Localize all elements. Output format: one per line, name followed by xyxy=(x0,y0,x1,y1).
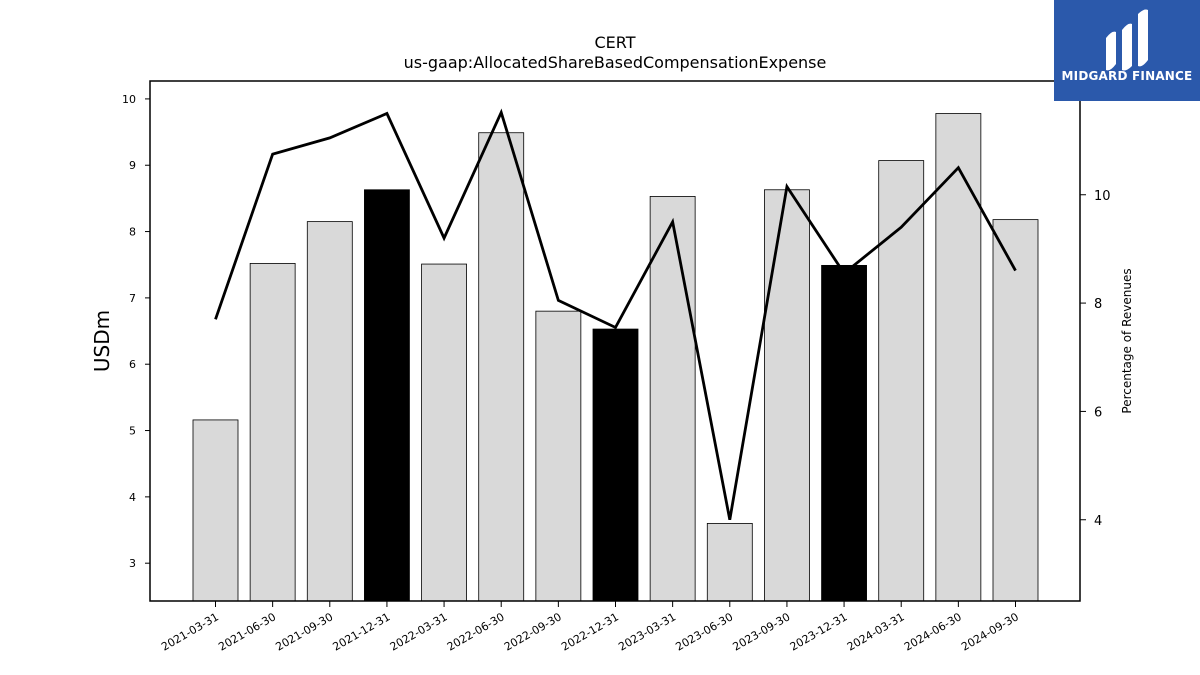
y-tick-label: 3 xyxy=(129,557,136,570)
bar-2024-06-30 xyxy=(935,113,982,602)
y2-tick-label: 6 xyxy=(1094,405,1102,420)
x-tick-label: 2022-03-31 xyxy=(388,610,450,653)
bar-2024-09-30 xyxy=(992,219,1039,602)
y-tick-label: 7 xyxy=(129,292,136,305)
x-tick-label: 2022-12-31 xyxy=(559,610,621,653)
bar-2022-06-30 xyxy=(478,132,525,602)
line-group xyxy=(214,108,1017,521)
logo-text: MIDGARD FINANCE xyxy=(1061,69,1193,83)
y2-tick-label: 4 xyxy=(1094,514,1102,529)
x-axis: 2021-03-312021-06-302021-09-302021-12-31… xyxy=(159,601,1021,654)
y2-axis-label: Percentage of Revenues xyxy=(1120,268,1134,413)
x-tick-label: 2024-09-30 xyxy=(959,610,1021,653)
percentage-line xyxy=(214,108,1017,521)
bar-2021-09-30 xyxy=(306,221,353,602)
x-tick-label: 2023-12-31 xyxy=(788,610,850,653)
x-tick-label: 2021-03-31 xyxy=(159,610,221,653)
x-tick-label: 2023-06-30 xyxy=(673,610,735,653)
x-tick-label: 2024-06-30 xyxy=(902,610,964,653)
bar-2023-03-31 xyxy=(649,196,696,602)
y-axis: 3 4 5 6 7 8 9 10 xyxy=(122,93,150,570)
bar-2022-12-31 xyxy=(592,328,639,602)
y-tick-label: 6 xyxy=(129,358,136,371)
x-tick-label: 2022-09-30 xyxy=(502,610,564,653)
x-tick-label: 2021-12-31 xyxy=(331,610,393,653)
y2-axis: 4 6 8 10 xyxy=(1080,189,1111,529)
logo-mark-icon xyxy=(1106,9,1148,71)
bar-2022-03-31 xyxy=(421,263,467,602)
bar-2023-12-31 xyxy=(821,264,867,602)
y-tick-label: 8 xyxy=(129,226,136,239)
brand-logo: MIDGARD FINANCE xyxy=(1054,0,1200,101)
chart-title: CERT xyxy=(594,33,635,52)
bar-2021-03-31 xyxy=(192,419,239,602)
x-tick-label: 2024-03-31 xyxy=(845,610,907,653)
y-tick-label: 10 xyxy=(122,93,136,106)
x-tick-label: 2023-09-30 xyxy=(731,610,793,653)
y-tick-label: 9 xyxy=(129,159,136,172)
y-tick-label: 5 xyxy=(129,425,136,438)
x-tick-label: 2023-03-31 xyxy=(616,610,678,653)
bar-2023-06-30 xyxy=(706,522,753,602)
bar-2023-09-30 xyxy=(764,189,810,602)
x-tick-label: 2021-06-30 xyxy=(216,610,278,653)
bar-2024-03-31 xyxy=(878,160,925,602)
bar-2021-06-30 xyxy=(249,262,296,602)
y2-tick-label: 8 xyxy=(1094,297,1102,312)
x-tick-label: 2022-06-30 xyxy=(445,610,507,653)
y2-tick-label: 10 xyxy=(1094,189,1111,204)
bars-group xyxy=(192,113,1039,602)
bar-2022-09-30 xyxy=(535,310,582,602)
chart-subtitle: us-gaap:AllocatedShareBasedCompensationE… xyxy=(404,53,827,72)
x-tick-label: 2021-09-30 xyxy=(273,610,335,653)
y-axis-label: USDm xyxy=(90,310,114,372)
y-tick-label: 4 xyxy=(129,491,136,504)
bar-2021-12-31 xyxy=(364,189,410,602)
